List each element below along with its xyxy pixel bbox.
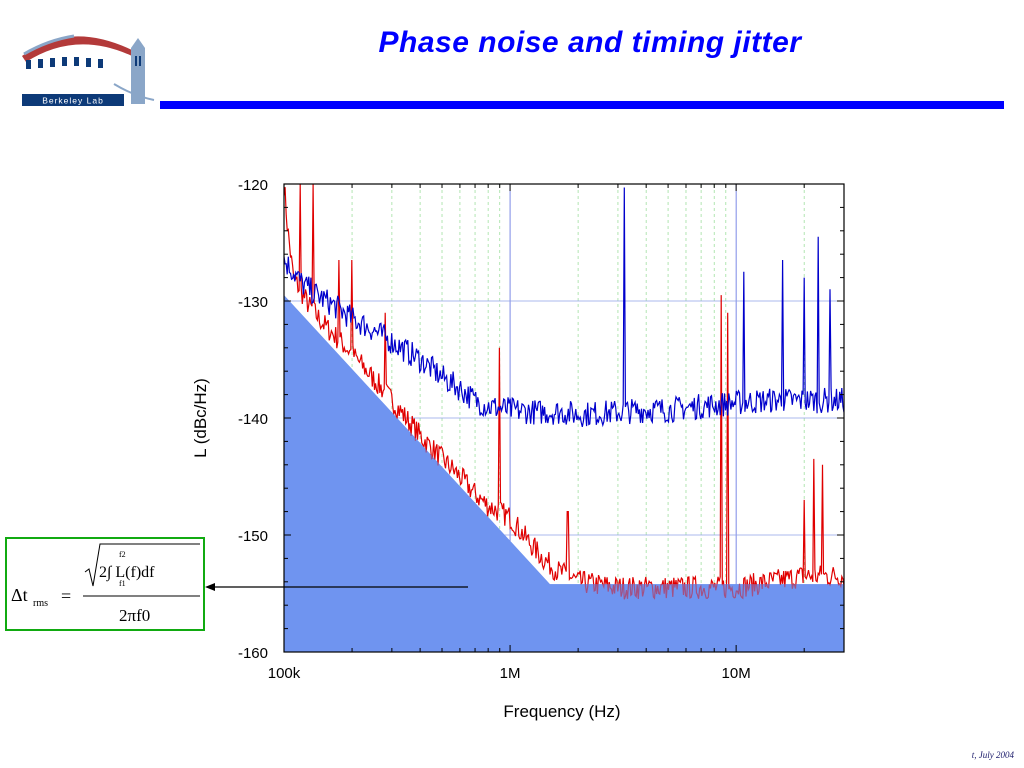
rms-jitter-formula: Δt rms = 2∫ L(f)df f2 f1 2πf0 <box>5 537 205 631</box>
fill-overlay-layer <box>284 295 844 652</box>
logo-wordmark: Berkeley Lab <box>42 96 104 106</box>
formula-lhs-subscript: rms <box>33 598 48 609</box>
slide-title: Phase noise and timing jitter <box>378 26 802 59</box>
formula-int-lower: f1 <box>119 579 126 588</box>
blue-trace-layer <box>284 187 844 428</box>
red-trace-layer <box>284 184 844 600</box>
red-noise-trace <box>284 184 844 600</box>
y-tick-label: -120 <box>238 177 268 194</box>
y-axis-label: L (dBc/Hz) <box>191 378 210 458</box>
formula-numerator: 2∫ L(f)df <box>99 564 155 582</box>
formula-lhs: Δt <box>11 585 28 605</box>
x-axis-label: Frequency (Hz) <box>503 702 620 721</box>
y-tick-label: -160 <box>238 645 268 662</box>
x-tick-label: 1M <box>500 665 521 682</box>
sqrt-icon <box>84 543 200 587</box>
x-tick-label: 100k <box>268 665 301 682</box>
title-rule <box>160 101 1004 109</box>
arrow-head-icon <box>205 583 215 591</box>
formula-equals: = <box>61 586 71 606</box>
y-tick-label: -130 <box>238 294 268 311</box>
phase-noise-chart: -120 -130 -140 -150 -160 100k 1M 10M Frequency … <box>180 160 880 740</box>
blue-noise-trace <box>284 187 844 428</box>
formula-int-upper: f2 <box>119 550 126 559</box>
berkeley-lab-logo-graphic: Berkeley Lab <box>22 34 155 106</box>
berkeley-lab-logo: Berkeley Lab <box>14 26 160 112</box>
x-tick-label: 10M <box>722 665 751 682</box>
formula-graphic: Δt rms = 2∫ L(f)df f2 f1 2πf0 <box>11 543 200 625</box>
formula-denominator: 2πf0 <box>119 606 150 625</box>
slide-footer: t, July 2004 <box>971 750 1014 760</box>
y-tick-label: -140 <box>238 411 268 428</box>
noise-floor-overlay <box>284 295 844 652</box>
y-tick-label: -150 <box>238 528 268 545</box>
